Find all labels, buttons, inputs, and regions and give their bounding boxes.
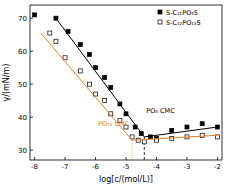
plot-data	[33, 13, 220, 160]
x-tick	[95, 157, 96, 160]
data-point	[103, 76, 107, 80]
x-tick	[186, 157, 187, 160]
x-tick-label: -4	[153, 163, 161, 171]
x-tick-label: -6	[92, 163, 100, 171]
cmc-line	[132, 140, 133, 160]
x-tick-label: -8	[31, 163, 38, 171]
data-point	[142, 140, 146, 144]
y-tick	[30, 150, 33, 151]
y-tick-label: 30	[18, 147, 27, 155]
annotation: PO₁₃ CMC	[98, 120, 129, 128]
y-tick	[30, 117, 33, 118]
x-tick-label: -7	[62, 163, 69, 171]
data-point	[87, 52, 91, 56]
x-tick	[217, 157, 218, 160]
data-point	[170, 137, 174, 141]
y-tick-label: 50	[18, 81, 27, 89]
y-tick	[30, 18, 33, 19]
data-point	[78, 69, 82, 73]
fit-line	[41, 33, 218, 140]
x-axis-label: log[c/(mol/L)]	[99, 175, 153, 184]
data-point	[48, 31, 52, 35]
data-point	[33, 13, 37, 17]
data-point	[103, 99, 107, 103]
x-tick	[65, 157, 66, 160]
y-tick	[30, 51, 33, 52]
x-tick-label: -3	[183, 163, 190, 171]
y-tick-label: 60	[18, 48, 27, 56]
y-tick	[30, 84, 33, 85]
data-point	[87, 82, 91, 86]
y-tick-label: 40	[18, 114, 27, 122]
legend-marker	[158, 10, 162, 14]
x-tick	[156, 157, 157, 160]
data-point	[54, 39, 58, 43]
annotation: PO₅ CMC	[146, 107, 175, 115]
legend-marker	[158, 20, 162, 24]
x-tick-label: -2	[214, 163, 221, 171]
plot-frame	[30, 5, 222, 160]
legend-label: S-C₁₂PO₁₃S	[166, 19, 201, 27]
data-point	[63, 56, 67, 60]
legend-label: S-C₁₂PO₅S	[166, 9, 198, 17]
chart: -8 -7 -6 -5 -4 -3 -2 30 40 50 60 70 log[c/(mol/L)] γ/…	[0, 0, 226, 189]
y-tick-label: 70	[18, 15, 27, 23]
x-tick	[34, 157, 35, 160]
data-point	[185, 125, 189, 129]
data-point	[109, 85, 113, 89]
y-axis-label: γ/(mN/m)	[2, 64, 11, 102]
data-point	[200, 122, 204, 126]
data-point	[78, 43, 82, 47]
x-tick-label: -5	[123, 163, 130, 171]
data-point	[170, 128, 174, 132]
x-tick	[126, 157, 127, 160]
fit-line	[56, 18, 218, 137]
